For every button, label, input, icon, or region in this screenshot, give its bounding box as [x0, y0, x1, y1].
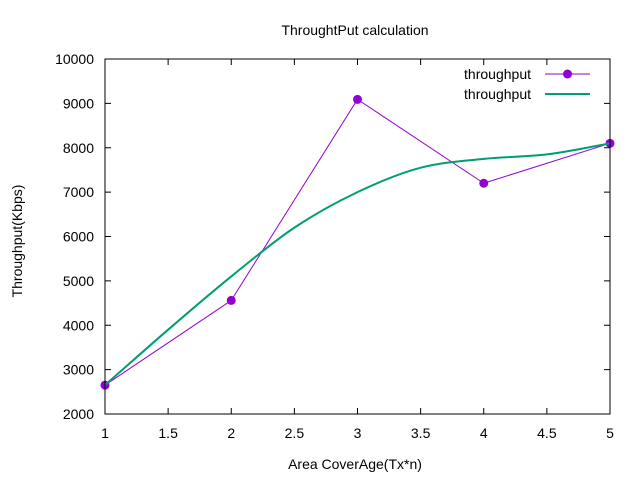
- y-tick-label: 10000: [55, 51, 94, 67]
- y-tick-label: 4000: [63, 317, 94, 333]
- x-tick-label: 2.5: [285, 425, 305, 441]
- data-point: [479, 178, 489, 188]
- data-point: [353, 94, 362, 104]
- x-tick-label: 5: [606, 425, 614, 441]
- y-tick-label: 9000: [63, 95, 94, 111]
- x-tick-label: 3: [354, 425, 362, 441]
- y-tick-label: 6000: [63, 229, 94, 245]
- series-line-smooth: [104, 142, 611, 386]
- y-tick-label: 2000: [63, 406, 94, 422]
- x-tick-label: 4: [480, 425, 488, 441]
- y-tick-label: 5000: [63, 273, 94, 289]
- x-tick-label: 4.5: [537, 425, 557, 441]
- legend: throughput throughput: [464, 66, 590, 102]
- legend-label: throughput: [464, 86, 531, 102]
- x-tick-label: 1.5: [158, 425, 178, 441]
- series-line-points: [104, 98, 611, 386]
- y-axis-label: Throughput(Kbps): [9, 185, 25, 298]
- legend-swatch-marker: [563, 69, 572, 79]
- legend-label: throughput: [464, 66, 531, 82]
- y-tick-label: 7000: [63, 184, 94, 200]
- plot-frame: [104, 58, 611, 415]
- x-tick-label: 3.5: [411, 425, 431, 441]
- data-point: [226, 295, 236, 305]
- plot-area: [100, 94, 615, 390]
- x-axis-label: Area CoverAge(Tx*n): [288, 456, 422, 472]
- x-tick-label: 2: [227, 425, 235, 441]
- y-tick-label: 3000: [63, 362, 94, 378]
- tick-group: 1 1.5 2 2.5 3 3.5 4 4.5 5 2000 3000 4000 5000 6000 700…: [55, 51, 614, 441]
- chart-title: ThroughtPut calculation: [281, 22, 428, 38]
- y-tick-label: 8000: [63, 140, 94, 156]
- x-tick-label: 1: [101, 425, 109, 441]
